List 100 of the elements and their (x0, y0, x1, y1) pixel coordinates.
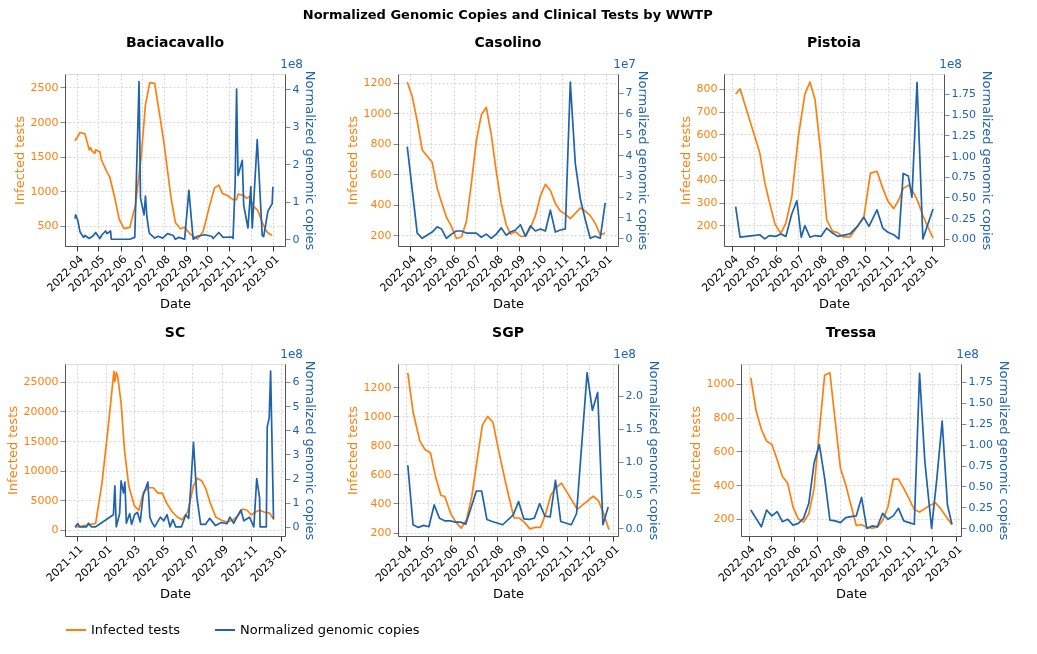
y2-tick-label: 0.25 (968, 500, 993, 514)
y2-tick-label: 1 (292, 195, 300, 209)
chart-title: SGP (492, 324, 524, 340)
chart-title: Casolino (474, 34, 542, 50)
y2-tick-label: 1.25 (968, 417, 993, 431)
y-axis-title: Infected tests (687, 405, 703, 496)
y-axis-title: Infected tests (11, 115, 27, 206)
y-tick-label: 400 (696, 173, 718, 187)
y2-tick-label: 1 (625, 210, 633, 224)
y2-tick-label: 0.50 (951, 190, 976, 204)
y2-tick-label: 7 (625, 86, 633, 100)
y2-tick-label: 2 (292, 157, 300, 171)
chart-title: SC (164, 324, 186, 340)
y-tick-label: 200 (713, 512, 735, 526)
y2-axis-title: Normalized genomic copies (303, 360, 319, 541)
y-tick-label: 1200 (363, 76, 392, 90)
line-series (734, 81, 934, 240)
y-tick-label: 800 (370, 438, 392, 452)
y2-tick-label: 1.0 (625, 455, 643, 469)
y-tick-label: 200 (370, 526, 392, 540)
y2-tick-label: 0.0 (625, 521, 643, 535)
y2-tick-label: 3 (625, 169, 633, 183)
y-tick-label: 1000 (363, 409, 392, 423)
y2-axis-title: Normalized genomic copies (996, 360, 1012, 541)
y-tick-label: 2000 (30, 115, 59, 129)
x-axis-title: Date (818, 295, 851, 311)
y-tick-label: 15000 (23, 434, 59, 448)
y2-tick-label: 1.5 (625, 422, 643, 436)
y2-tick-label: 0 (292, 232, 300, 246)
text: 1e8 (956, 347, 979, 361)
y2-tick-label: 4 (292, 82, 300, 96)
y2-tick-label: 1.75 (968, 375, 993, 389)
y-tick-label: 1000 (30, 184, 59, 198)
y2-tick-label: 0.50 (968, 480, 993, 493)
text: 1e7 (613, 57, 636, 71)
y2-tick-label: 6 (625, 106, 633, 120)
y2-tick-label: 0.75 (951, 170, 976, 184)
chart-title: Tressa (825, 324, 877, 340)
y2-tick-label: 0.5 (625, 488, 643, 502)
y2-tick-label: 2.0 (625, 389, 643, 403)
y2-tick-label: 0.75 (968, 459, 993, 473)
y2-tick-label: 1.75 (951, 87, 976, 101)
y-tick-label: 2500 (30, 81, 59, 94)
y-tick-label: 600 (696, 127, 718, 141)
y-tick-label: 1000 (363, 106, 392, 120)
y-tick-label: 10000 (23, 464, 59, 478)
y2-tick-label: 1.50 (968, 396, 993, 410)
y-tick-label: 20000 (23, 404, 59, 418)
y2-tick-label: 4 (292, 423, 300, 437)
x-axis-title: Date (835, 585, 868, 601)
y2-tick-label: 4 (625, 148, 633, 162)
legend-label: Normalized genomic copies (240, 622, 420, 637)
text: 1e8 (939, 57, 962, 71)
y-tick-label: 600 (713, 444, 735, 458)
chart-title: Baciacavallo (125, 34, 225, 50)
y-tick-label: 1500 (30, 150, 59, 164)
y-tick-label: 400 (370, 198, 392, 212)
chart-title: Pistoia (807, 34, 861, 50)
y-tick-label: 5000 (30, 493, 59, 507)
y-tick-label: 800 (713, 411, 735, 425)
y-tick-label: 300 (696, 196, 718, 210)
y-axis-title: Infected tests (344, 405, 360, 496)
y-tick-label: 500 (696, 150, 718, 164)
y2-axis-title: Normalized genomic copies (979, 70, 995, 251)
x-axis-title: Date (492, 585, 525, 601)
y2-tick-label: 1.50 (951, 108, 976, 122)
y2-tick-label: 1.25 (951, 128, 976, 142)
y-tick-label: 400 (713, 478, 735, 492)
y-tick-label: 800 (696, 82, 718, 96)
x-axis-title: Date (492, 295, 525, 311)
y-axis-title: Infected tests (344, 115, 360, 206)
y-tick-label: 500 (37, 219, 59, 233)
y2-tick-label: 2 (625, 190, 633, 204)
y-axis-title: Infected tests (4, 405, 20, 496)
text: 1e8 (280, 57, 303, 71)
text: 1e8 (280, 347, 303, 361)
y-tick-label: 1000 (706, 377, 735, 391)
y2-tick-label: 2 (292, 472, 300, 486)
y2-tick-label: 0.00 (968, 521, 993, 535)
line-series (406, 81, 607, 240)
y-tick-label: 400 (370, 496, 392, 510)
y2-axis-title: Normalized genomic copies (636, 70, 652, 251)
y2-tick-label: 5 (625, 127, 633, 141)
y2-tick-label: 3 (292, 447, 300, 461)
text: 1e8 (613, 347, 636, 361)
chart-subtitle: Normalized Genomic Copies and Clinical Tests by WWTP (302, 6, 713, 22)
y2-tick-label: 1 (292, 496, 300, 510)
y-tick-label: 800 (370, 137, 392, 151)
y-tick-label: 600 (370, 467, 392, 481)
y-axis-title: Infected tests (677, 115, 693, 206)
y2-tick-label: 3 (292, 120, 300, 134)
y2-tick-label: 0.25 (951, 211, 976, 225)
x-axis-title: Date (159, 585, 192, 601)
y-tick-label: 0 (51, 523, 59, 537)
y-tick-label: 25000 (23, 375, 59, 389)
y-tick-label: 600 (370, 167, 392, 181)
legend-label: Infected tests (91, 622, 181, 637)
y-tick-label: 700 (696, 105, 718, 119)
y2-tick-label: 1.00 (951, 149, 976, 163)
y2-tick-label: 6 (292, 375, 300, 389)
